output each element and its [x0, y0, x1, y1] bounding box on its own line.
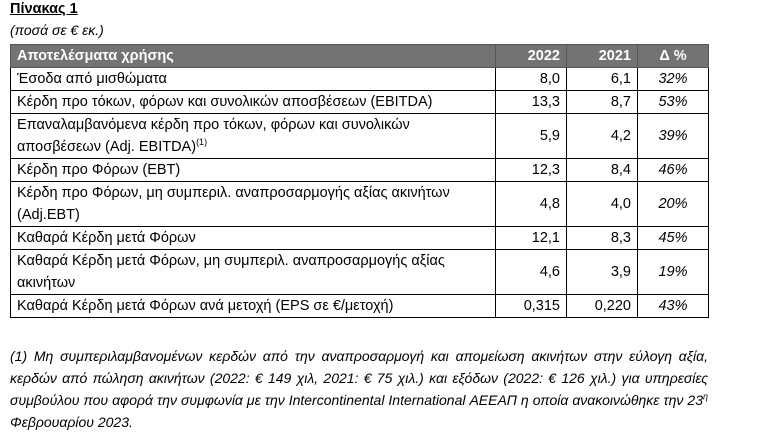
footnote: (1) Μη συμπεριλαμβανομένων κερδών από τη…	[10, 345, 708, 433]
value-delta-text: 46%	[658, 162, 688, 178]
value-2021: 8,4	[566, 158, 638, 182]
row-label: Καθαρά Κέρδη μετά Φόρων ανά μετοχή (EPS …	[10, 294, 496, 318]
value-2021: 8,3	[566, 226, 638, 250]
value-2021-text: 6,1	[610, 71, 631, 87]
row-label-text: Έσοδα από μισθώματα	[17, 71, 167, 87]
footnote-ref: (1)	[196, 137, 208, 148]
table-row: Καθαρά Κέρδη μετά Φόρων 12,1 8,3 45%	[10, 226, 709, 250]
value-delta-text: 39%	[658, 128, 688, 144]
row-label-text: Καθαρά Κέρδη μετά Φόρων	[17, 230, 196, 246]
value-2021-text: 4,2	[610, 128, 631, 144]
row-label: Κέρδη προ Φόρων (EBT)	[10, 158, 496, 182]
table-row: Έσοδα από μισθώματα 8,0 6,1 32%	[10, 67, 709, 91]
footnote-tail: Φεβρουαρίου 2023.	[10, 414, 133, 430]
value-2022: 4,6	[495, 249, 567, 295]
table-row: Καθαρά Κέρδη μετά Φόρων, μη συμπεριλ. αν…	[10, 249, 709, 295]
value-delta-text: 20%	[658, 196, 688, 212]
value-delta-text: 43%	[658, 298, 688, 314]
unit-note: (ποσά σε € εκ.)	[10, 22, 104, 38]
table-row: Κέρδη προ Φόρων (EBT) 12,3 8,4 46%	[10, 158, 709, 182]
header-results: Αποτελέσματα χρήσης	[10, 44, 496, 68]
row-label: Έσοδα από μισθώματα	[10, 67, 496, 91]
value-2021: 8,7	[566, 90, 638, 114]
value-2021: 6,1	[566, 67, 638, 91]
value-2022-text: 0,315	[523, 298, 560, 314]
row-label-text: Κέρδη προ Φόρων (EBT)	[17, 162, 181, 178]
value-delta: 19%	[637, 249, 709, 295]
footnote-sup: η	[703, 391, 708, 402]
results-table: Αποτελέσματα χρήσης 2022 2021 Δ % Έσοδα …	[10, 44, 709, 318]
value-delta-text: 53%	[658, 94, 688, 110]
value-delta-text: 19%	[658, 264, 688, 280]
row-label: Καθαρά Κέρδη μετά Φόρων, μη συμπεριλ. αν…	[10, 249, 496, 295]
value-delta: 39%	[637, 113, 709, 159]
value-2021: 4,0	[566, 181, 638, 227]
row-label-text: Κέρδη προ τόκων, φόρων και συνολικών απο…	[17, 94, 433, 110]
header-delta: Δ %	[637, 44, 709, 68]
value-2022: 12,3	[495, 158, 567, 182]
value-2022-text: 4,6	[539, 264, 560, 280]
value-2022-text: 5,9	[539, 128, 560, 144]
row-label-text: Καθαρά Κέρδη μετά Φόρων ανά μετοχή (EPS …	[17, 298, 394, 314]
header-2021: 2021	[566, 44, 638, 68]
value-2022-text: 4,8	[539, 196, 560, 212]
table-row: Καθαρά Κέρδη μετά Φόρων ανά μετοχή (EPS …	[10, 294, 709, 318]
value-2021: 4,2	[566, 113, 638, 159]
value-delta: 43%	[637, 294, 709, 318]
table-row: Κέρδη προ τόκων, φόρων και συνολικών απο…	[10, 90, 709, 114]
value-2021-text: 8,7	[610, 94, 631, 110]
value-2022: 8,0	[495, 67, 567, 91]
value-2021-text: 8,4	[610, 162, 631, 178]
row-label: Κέρδη προ τόκων, φόρων και συνολικών απο…	[10, 90, 496, 114]
header-row: Αποτελέσματα χρήσης 2022 2021 Δ %	[10, 44, 709, 68]
value-delta: 45%	[637, 226, 709, 250]
value-2021-text: 0,220	[594, 298, 631, 314]
table-title: Πίνακας 1	[10, 1, 78, 17]
value-delta: 46%	[637, 158, 709, 182]
row-label-text: Επαναλαμβανόμενα κέρδη προ τόκων, φόρων …	[17, 117, 410, 155]
row-label: Καθαρά Κέρδη μετά Φόρων	[10, 226, 496, 250]
value-2021-text: 8,3	[610, 230, 631, 246]
row-label: Επαναλαμβανόμενα κέρδη προ τόκων, φόρων …	[10, 113, 496, 159]
row-label-text: Κέρδη προ Φόρων, μη συμπεριλ. αναπροσαρμ…	[17, 185, 450, 223]
value-2021: 0,220	[566, 294, 638, 318]
value-2022-text: 8,0	[539, 71, 560, 87]
value-2021-text: 3,9	[610, 264, 631, 280]
value-2021: 3,9	[566, 249, 638, 295]
row-label: Κέρδη προ Φόρων, μη συμπεριλ. αναπροσαρμ…	[10, 181, 496, 227]
value-delta-text: 32%	[658, 71, 688, 87]
value-2021-text: 4,0	[610, 196, 631, 212]
value-2022-text: 12,1	[531, 230, 560, 246]
value-delta: 32%	[637, 67, 709, 91]
header-2022: 2022	[495, 44, 567, 68]
footnote-text: (1) Μη συμπεριλαμβανομένων κερδών από τη…	[10, 348, 708, 408]
table-row: Επαναλαμβανόμενα κέρδη προ τόκων, φόρων …	[10, 113, 709, 159]
row-label-text: Καθαρά Κέρδη μετά Φόρων, μη συμπεριλ. αν…	[17, 253, 445, 291]
value-2022: 4,8	[495, 181, 567, 227]
value-2022: 5,9	[495, 113, 567, 159]
value-delta: 53%	[637, 90, 709, 114]
value-delta-text: 45%	[658, 230, 688, 246]
value-2022: 12,1	[495, 226, 567, 250]
value-2022: 0,315	[495, 294, 567, 318]
value-delta: 20%	[637, 181, 709, 227]
value-2022: 13,3	[495, 90, 567, 114]
value-2022-text: 12,3	[531, 162, 560, 178]
table-row: Κέρδη προ Φόρων, μη συμπεριλ. αναπροσαρμ…	[10, 181, 709, 227]
value-2022-text: 13,3	[531, 94, 560, 110]
